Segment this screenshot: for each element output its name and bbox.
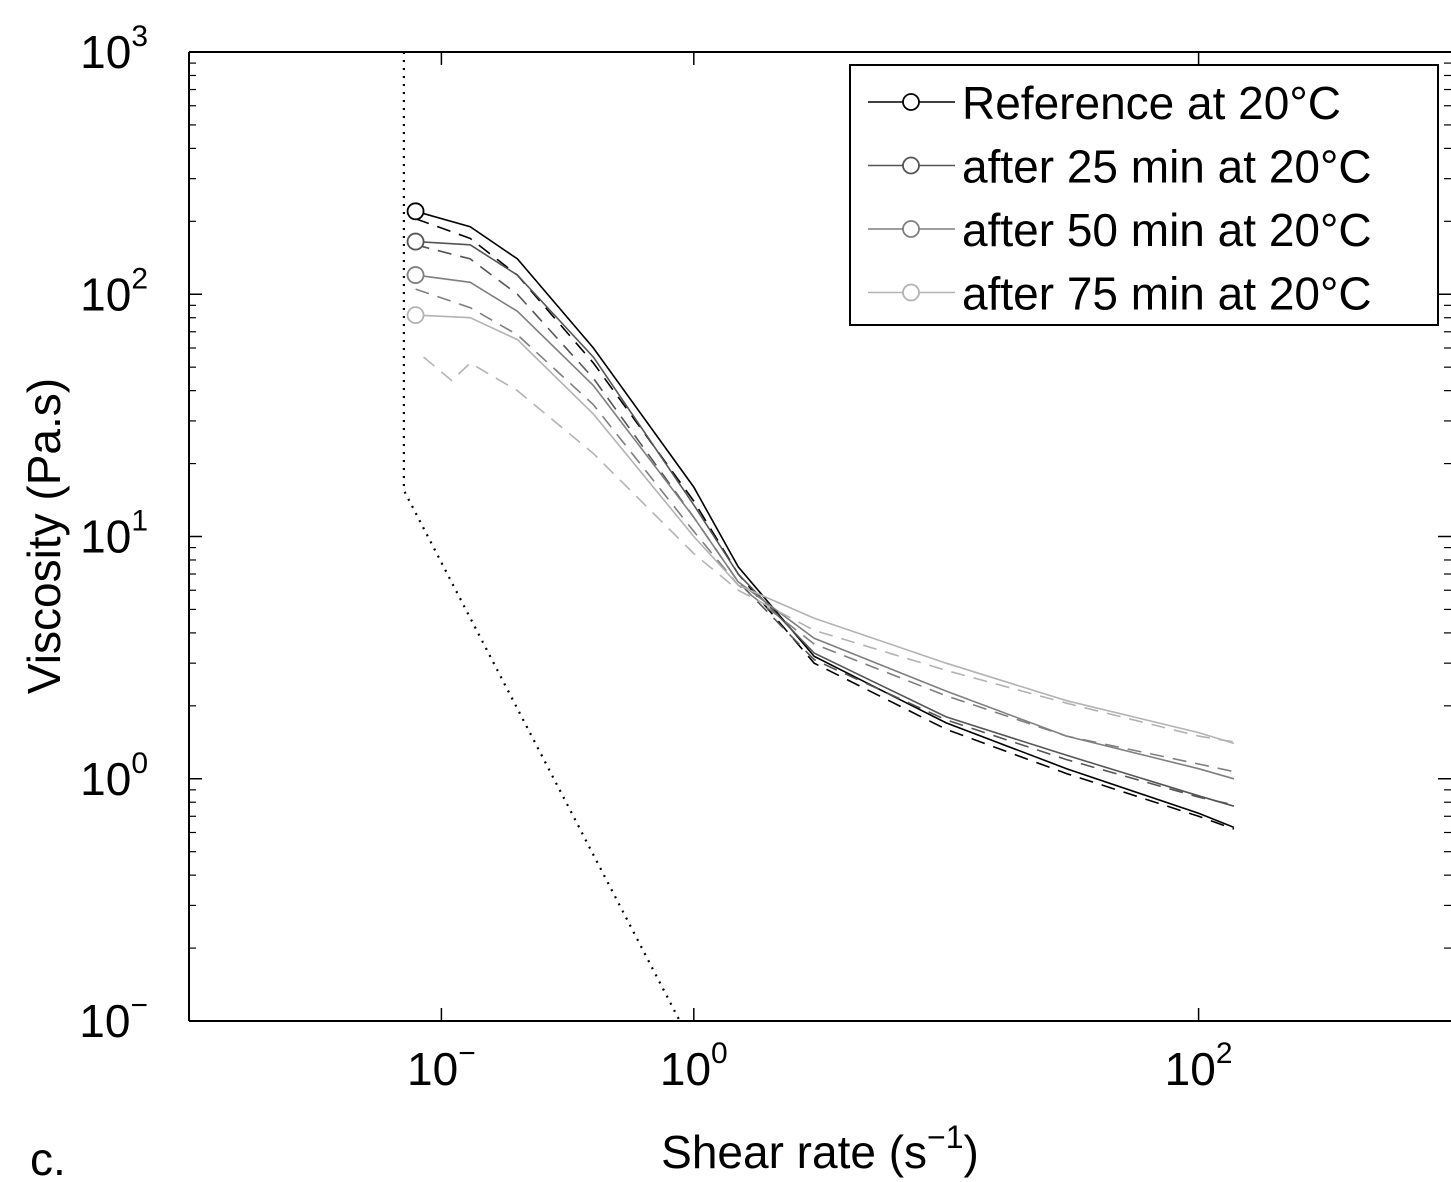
series-2-line [415,240,1235,807]
series-1-line [415,210,1235,829]
series-4-fit-line [423,356,1235,743]
legend-marker-2 [902,156,920,175]
x-tick-label: 10− [407,1037,476,1095]
legend-label-3: after 50 min at 20°C [962,204,1372,256]
legend-marker-1 [902,93,920,111]
y-tick-label: 101 [80,505,148,563]
series-3-marker [406,266,425,284]
series-2-fit-line [415,244,1235,806]
legend-marker-3 [902,220,920,238]
legend-label-4: after 75 min at 20°C [962,268,1372,320]
legend-box [849,64,1439,326]
y-axis-label: Viscosity (Pa.s) [18,378,70,694]
y-tick-label: 100 [80,747,148,805]
legend-marker-4 [902,283,920,302]
series-4-line [415,314,1235,745]
series-4-marker [406,306,425,325]
y-tick-label: 10− [79,989,148,1047]
series-3-line [415,274,1235,780]
x-tick-label: 100 [660,1037,728,1095]
legend: Reference at 20°C after 25 min at 20°C aft… [849,64,1439,326]
panel-label: c. [30,1133,66,1182]
reference-dotted-line [402,52,681,1022]
series-3-fit-line [415,288,1235,773]
y-tick-label: 103 [80,20,148,78]
series-2-marker [406,232,425,251]
legend-label-1: Reference at 20°C [962,77,1341,129]
x-axis-label: Shear rate (s−1) [661,1119,979,1178]
y-tick-label: 102 [80,262,148,320]
series-1-marker [406,202,425,221]
legend-label-2: after 25 min at 20°C [962,141,1372,193]
x-tick-label: 102 [1165,1037,1233,1095]
